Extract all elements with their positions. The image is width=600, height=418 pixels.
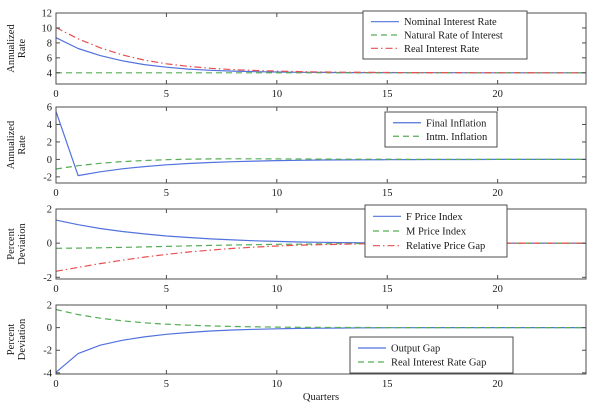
x-tick-label: 5 xyxy=(164,284,169,295)
y-axis-label-line: Annualized xyxy=(6,120,17,169)
x-tick-label: 15 xyxy=(382,188,393,199)
legend-1: Nominal Interest Rate Natural Rate of Int… xyxy=(362,10,528,60)
x-tick-label: 15 xyxy=(382,379,393,390)
x-tick-label: 5 xyxy=(164,379,169,390)
legend-label-real-interest-rate-gap: Real Interest Rate Gap xyxy=(391,358,486,369)
y-tick-label: 2 xyxy=(47,205,52,216)
y-tick-label: -2 xyxy=(43,346,52,357)
x-tick-label: 0 xyxy=(53,188,58,199)
legend-label-intm-inflation: Intm. Inflation xyxy=(426,132,488,143)
y-tick-label: 2 xyxy=(47,301,52,312)
x-tick-label: 0 xyxy=(53,89,58,100)
y-axis-label-line: Rate xyxy=(17,39,28,59)
y-axis-label-line: Percent xyxy=(6,324,17,356)
y-axis-label-line: Annualized xyxy=(6,24,17,73)
x-tick-label: 0 xyxy=(53,379,58,390)
x-tick-label: 10 xyxy=(272,89,283,100)
subplot-1: 0 5 10 15 20 4 6 8 10 12 Annualized Rate Nominal Int… xyxy=(6,9,587,100)
series-real-interest-rate-gap xyxy=(55,308,586,329)
y-tick-label: -2 xyxy=(43,172,52,183)
y-tick-label: 0 xyxy=(47,155,52,166)
legend-label-output-gap: Output Gap xyxy=(391,344,440,355)
y-tick-label: 10 xyxy=(42,23,53,34)
subplot-4: 0 5 10 15 20 -4 -2 0 2 Percent Deviation Quarters Ou… xyxy=(6,301,587,403)
legend-label-natural-rate-of-interest: Natural Rate of Interest xyxy=(404,31,503,42)
y-axis-label-line: Rate xyxy=(17,135,28,155)
x-tick-label: 20 xyxy=(492,89,503,100)
x-tick-label: 10 xyxy=(272,379,283,390)
legend-label-relative-price-gap: Relative Price Gap xyxy=(406,241,485,252)
legend-label-real-interest-rate: Real Interest Rate xyxy=(404,44,480,55)
legend-box xyxy=(349,336,514,374)
y-axis-label-line: Deviation xyxy=(17,223,28,265)
legend-2: Final Inflation Intm. Inflation xyxy=(384,111,498,148)
y-axis-label-line: Percent xyxy=(6,228,17,260)
axes-box-1 xyxy=(55,12,587,85)
y-tick-label: 4 xyxy=(47,120,53,131)
y-tick-label: 6 xyxy=(47,103,52,114)
x-tick-label: 10 xyxy=(272,284,283,295)
axes-box-3 xyxy=(55,208,587,280)
x-tick-label: 10 xyxy=(272,188,283,199)
y-tick-label: 12 xyxy=(42,9,53,20)
y-tick-label: -4 xyxy=(43,368,52,379)
x-tick-label: 5 xyxy=(164,188,169,199)
legend-label-f-price-index: F Price Index xyxy=(406,212,463,223)
y-tick-label: 0 xyxy=(47,323,52,334)
y-tick-label: 8 xyxy=(47,38,52,49)
legend-box xyxy=(362,10,528,60)
x-axis-label: Quarters xyxy=(303,392,339,403)
legend-label-nominal-interest-rate: Nominal Interest Rate xyxy=(404,17,497,28)
x-tick-label: 15 xyxy=(382,284,393,295)
y-tick-label: 2 xyxy=(47,137,52,148)
y-tick-label: 0 xyxy=(47,239,52,250)
series-intm-inflation xyxy=(55,158,586,170)
legend-3: F Price Index M Price Index Relative Price… xyxy=(364,204,508,258)
legend-label-final-inflation: Final Inflation xyxy=(426,118,487,129)
x-tick-label: 20 xyxy=(492,188,503,199)
legend-label-m-price-index: M Price Index xyxy=(406,227,467,238)
x-tick-label: 20 xyxy=(492,284,503,295)
series-relative-price-gap xyxy=(55,242,586,272)
y-tick-label: -2 xyxy=(43,273,52,284)
x-tick-label: 20 xyxy=(492,379,503,390)
y-tick-label: 6 xyxy=(47,53,52,64)
axes-box-4 xyxy=(55,304,587,375)
x-tick-label: 5 xyxy=(164,89,169,100)
axes-box-2 xyxy=(55,106,587,184)
y-tick-label: 4 xyxy=(47,68,53,79)
x-tick-label: 15 xyxy=(382,89,393,100)
y-axis-label-line: Deviation xyxy=(17,318,28,360)
x-tick-label: 0 xyxy=(53,284,58,295)
legend-4: Output Gap Real Interest Rate Gap xyxy=(349,336,514,374)
legend-box xyxy=(384,111,498,148)
series-real-interest-rate xyxy=(55,27,586,74)
